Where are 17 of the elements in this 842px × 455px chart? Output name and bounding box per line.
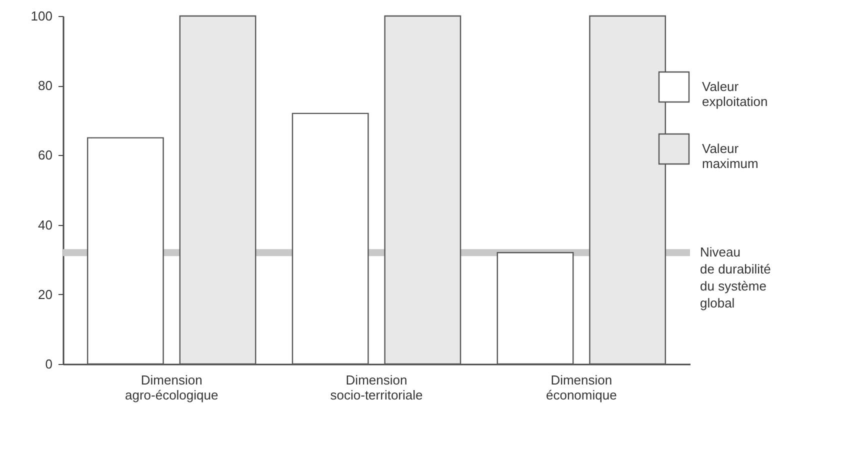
y-tick-label: 0 (45, 356, 52, 372)
y-tick-label: 100 (30, 8, 52, 24)
legend-label: Valeur maximum (702, 141, 758, 171)
bar (496, 252, 574, 365)
bar (292, 112, 369, 365)
x-tick-label: Dimension socio-territoriale (330, 372, 423, 402)
y-tick-label: 80 (38, 78, 52, 94)
x-tick-label: Dimension économique (546, 372, 617, 402)
bar (179, 15, 256, 365)
x-tick-label: Dimension agro-écologique (124, 372, 218, 402)
bar (86, 137, 164, 365)
ref-line-label: Niveau de durabilité du système global (700, 244, 771, 311)
y-tick-label: 40 (38, 217, 52, 232)
legend-label: Valeur exploitation (702, 79, 768, 109)
bar (384, 15, 462, 365)
y-tick-label: 20 (38, 286, 52, 302)
y-tick-label: 60 (38, 148, 52, 163)
